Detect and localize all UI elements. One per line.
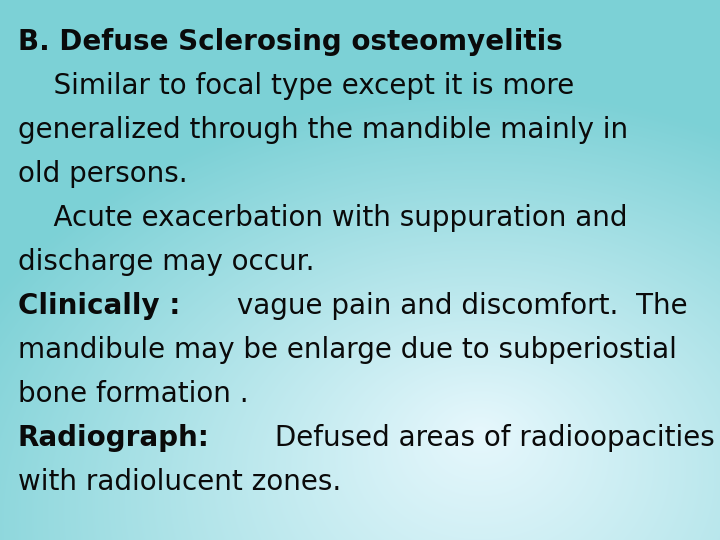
Text: old persons.: old persons. bbox=[18, 160, 188, 188]
Text: Similar to focal type except it is more: Similar to focal type except it is more bbox=[18, 72, 575, 100]
Text: Radiograph:: Radiograph: bbox=[18, 424, 210, 452]
Text: with radiolucent zones.: with radiolucent zones. bbox=[18, 468, 341, 496]
Text: B. Defuse Sclerosing osteomyelitis: B. Defuse Sclerosing osteomyelitis bbox=[18, 28, 563, 56]
Text: generalized through the mandible mainly in: generalized through the mandible mainly … bbox=[18, 116, 628, 144]
Text: vague pain and discomfort.  The: vague pain and discomfort. The bbox=[228, 292, 687, 320]
Text: Defused areas of radioopacities: Defused areas of radioopacities bbox=[266, 424, 714, 452]
Text: discharge may occur.: discharge may occur. bbox=[18, 248, 315, 276]
Text: Clinically :: Clinically : bbox=[18, 292, 181, 320]
Text: Acute exacerbation with suppuration and: Acute exacerbation with suppuration and bbox=[18, 204, 628, 232]
Text: mandibule may be enlarge due to subperiostial: mandibule may be enlarge due to subperio… bbox=[18, 336, 677, 364]
Text: bone formation .: bone formation . bbox=[18, 380, 248, 408]
